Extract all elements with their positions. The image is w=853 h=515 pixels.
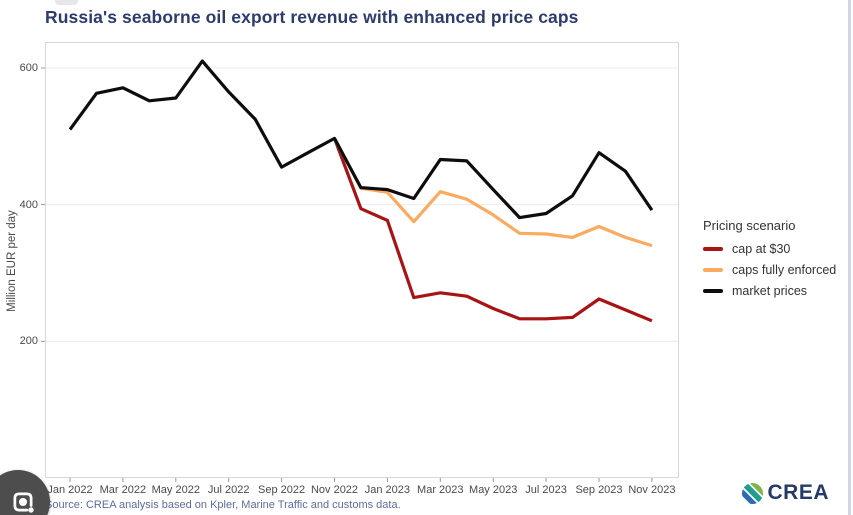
crea-logo-text: CREA (767, 481, 829, 504)
x-tick-label: Jul 2023 (525, 484, 567, 496)
top-edge-artifact (55, 0, 78, 5)
crea-logo-icon (742, 482, 764, 504)
y-tick-label: 400 (19, 198, 38, 211)
y-tick-label: 200 (19, 335, 38, 348)
x-tick-label: Jan 2022 (47, 484, 93, 496)
x-tick-label: Mar 2023 (417, 484, 464, 496)
lens-capture-icon (13, 492, 34, 513)
x-tick-label: Jan 2023 (364, 484, 411, 496)
legend-item: caps fully enforced (703, 262, 853, 277)
legend-title: Pricing scenario (703, 218, 796, 233)
scrollbar[interactable] (848, 0, 851, 515)
legend-items: cap at $30 caps fully enforced market pric… (703, 241, 853, 298)
legend-item: cap at $30 (703, 241, 853, 256)
x-tick-label: Mar 2022 (99, 484, 147, 496)
legend-item: market prices (703, 283, 853, 298)
chart-legend: Pricing scenario cap at $30 caps fully en… (703, 218, 853, 305)
x-tick-label: Sep 2022 (258, 484, 306, 496)
series-line-caps-fully-enforced (333, 137, 653, 248)
legend-swatch (703, 288, 723, 293)
source-note: Source: CREA analysis based on Kpler, Ma… (45, 499, 401, 511)
legend-label: cap at $30 (732, 241, 791, 256)
x-tick-label: May 2022 (151, 484, 200, 496)
legend-label: market prices (732, 283, 808, 298)
series-line-market-prices (68, 59, 654, 220)
y-tick-label: 600 (19, 61, 38, 74)
x-tick-label: Jul 2022 (207, 484, 250, 496)
y-axis-title: Million EUR per day (6, 210, 18, 312)
x-tick-label: Nov 2023 (628, 484, 676, 496)
legend-swatch (703, 267, 723, 272)
legend-swatch (703, 246, 723, 251)
x-tick-label: Nov 2022 (310, 484, 359, 496)
crea-brand: CREA (742, 481, 829, 505)
x-tick-label: Sep 2023 (575, 484, 623, 496)
chart-title: Russia's seaborne oil export revenue wit… (45, 7, 579, 27)
plot-border (45, 42, 679, 478)
series-line-cap-at-30 (333, 137, 653, 323)
x-tick-label: May 2023 (469, 484, 518, 496)
legend-label: caps fully enforced (732, 262, 837, 277)
